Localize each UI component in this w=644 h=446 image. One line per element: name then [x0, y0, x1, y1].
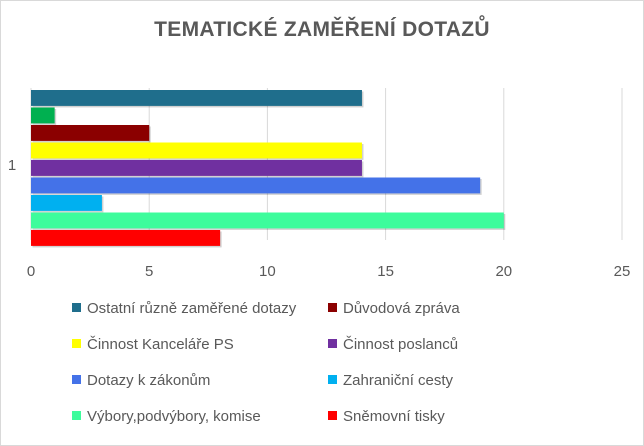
legend-swatch [328, 303, 337, 312]
legend-label: Důvodová zpráva [343, 300, 460, 317]
x-tick-label-15: 15 [377, 263, 394, 280]
legend-swatch [328, 411, 337, 420]
bar-1 [31, 107, 55, 124]
x-tick-label-5: 5 [145, 263, 153, 280]
legend-item-3: Činnost poslanců [328, 336, 458, 356]
legend-item-1: Důvodová zpráva [328, 300, 460, 320]
legend-item-2: Činnost Kanceláře PS [72, 336, 234, 356]
legend-label: Činnost Kanceláře PS [87, 336, 234, 353]
legend-swatch [72, 375, 81, 384]
x-tick-label-25: 25 [614, 263, 631, 280]
legend-label: Dotazy k zákonům [87, 372, 211, 389]
legend-swatch [328, 339, 337, 348]
legend-label: Sněmovní tisky [343, 408, 445, 425]
legend-swatch [328, 375, 337, 384]
x-tick-label-0: 0 [27, 263, 35, 280]
bar-8 [31, 230, 221, 246]
x-tick-labels: 0 5 10 15 20 25 [27, 263, 631, 280]
bar-3 [31, 142, 362, 159]
chart-title: TEMATICKÉ ZAMĚŘENÍ DOTAZŮ [154, 18, 490, 41]
bar-6 [31, 195, 102, 211]
legend-item-4: Dotazy k zákonům [72, 372, 210, 392]
legend-swatch [72, 303, 81, 312]
category-label: 1 [8, 157, 16, 174]
legend-item-5: Zahraniční cesty [328, 372, 453, 392]
bar-2 [31, 125, 150, 141]
legend-item-6: Výbory,podvýbory, komise [72, 408, 261, 428]
x-tick-label-10: 10 [259, 263, 276, 280]
legend-item-0: Ostatní různě zaměřené dotazy [72, 300, 296, 320]
legend-swatch [72, 411, 81, 420]
legend-label: Činnost poslanců [343, 336, 459, 353]
legend-label: Zahraniční cesty [343, 372, 454, 389]
legend-item-7: Sněmovní tisky [328, 408, 445, 428]
bar-4 [31, 160, 362, 176]
legend-swatch [72, 339, 81, 348]
bar-0 [31, 90, 362, 106]
legend-label: Ostatní různě zaměřené dotazy [87, 300, 297, 317]
bar-7 [31, 212, 504, 229]
x-tick-label-20: 20 [495, 263, 512, 280]
legend-label: Výbory,podvýbory, komise [87, 408, 261, 425]
bars [31, 90, 506, 248]
bar-5 [31, 177, 481, 194]
